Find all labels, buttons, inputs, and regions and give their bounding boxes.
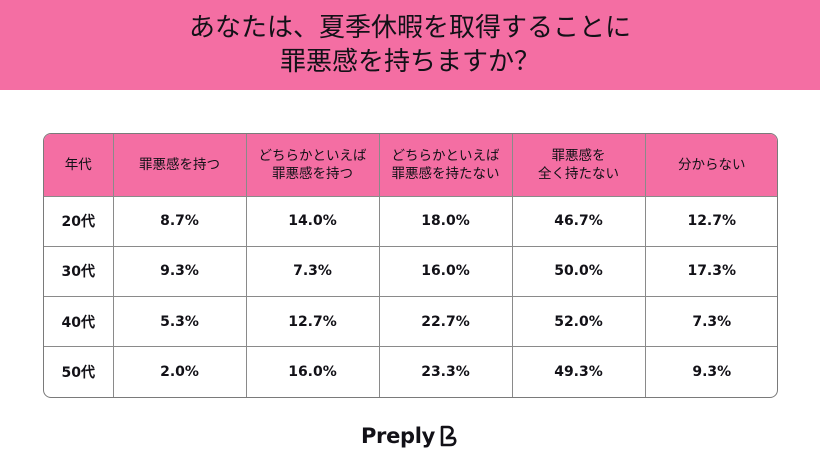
row-age-cell: 40代	[44, 296, 114, 348]
table-cell: 12.7%	[246, 296, 380, 348]
preply-logo-icon	[440, 425, 457, 447]
table-cell: 7.3%	[246, 246, 380, 298]
table-cell: 9.3%	[113, 246, 247, 298]
title-banner: あなたは、夏季休暇を取得することに 罪悪感を持ちますか？	[0, 0, 820, 90]
table-cell: 18.0%	[379, 196, 513, 247]
row-age-cell: 50代	[44, 346, 114, 397]
table-cell: 17.3%	[645, 246, 777, 298]
table-header-row: 年代 罪悪感を持つ どちらかといえば 罪悪感を持つ どちらかといえば 罪悪感を持…	[44, 134, 777, 197]
header-somewhat-guilty: どちらかといえば 罪悪感を持つ	[246, 134, 380, 197]
title-line-1: あなたは、夏季休暇を取得することに	[188, 13, 631, 43]
table-cell: 16.0%	[246, 346, 380, 397]
header-feel-guilty: 罪悪感を持つ	[113, 134, 247, 197]
table-cell: 49.3%	[512, 346, 646, 397]
table-cell: 46.7%	[512, 196, 646, 247]
table-cell: 5.3%	[113, 296, 247, 348]
header-somewhat-not-guilty: どちらかといえば 罪悪感を持たない	[379, 134, 513, 197]
table-cell: 7.3%	[645, 296, 777, 348]
row-age-cell: 30代	[44, 246, 114, 298]
table-row: 20代 8.7% 14.0% 18.0% 46.7% 12.7%	[44, 196, 777, 247]
brand-logo: Preply	[0, 424, 820, 448]
table-cell: 23.3%	[379, 346, 513, 397]
table-cell: 8.7%	[113, 196, 247, 247]
table-cell: 14.0%	[246, 196, 380, 247]
table-row: 40代 5.3% 12.7% 22.7% 52.0% 7.3%	[44, 296, 777, 348]
header-not-guilty-at-all: 罪悪感を 全く持たない	[512, 134, 646, 197]
header-dont-know: 分からない	[645, 134, 777, 197]
brand-name: Preply	[360, 424, 436, 448]
table-cell: 9.3%	[692, 364, 732, 381]
table-row: 30代 9.3% 7.3% 16.0% 50.0% 17.3%	[44, 246, 777, 298]
survey-table: 年代 罪悪感を持つ どちらかといえば 罪悪感を持つ どちらかといえば 罪悪感を持…	[43, 133, 778, 398]
table-cell: 16.0%	[379, 246, 513, 298]
table-cell: 50.0%	[512, 246, 646, 298]
row-age-cell: 20代	[44, 196, 114, 247]
table-cell: 52.0%	[512, 296, 646, 348]
header-age: 年代	[44, 134, 114, 197]
table-cell: 2.0%	[113, 346, 247, 397]
table-cell: 12.7%	[645, 196, 777, 247]
title-line-2: 罪悪感を持ちますか？	[279, 47, 540, 77]
table-cell: 22.7%	[379, 296, 513, 348]
table-row: 50代 2.0% 16.0% 23.3% 49.3% 9.3%	[44, 346, 777, 397]
